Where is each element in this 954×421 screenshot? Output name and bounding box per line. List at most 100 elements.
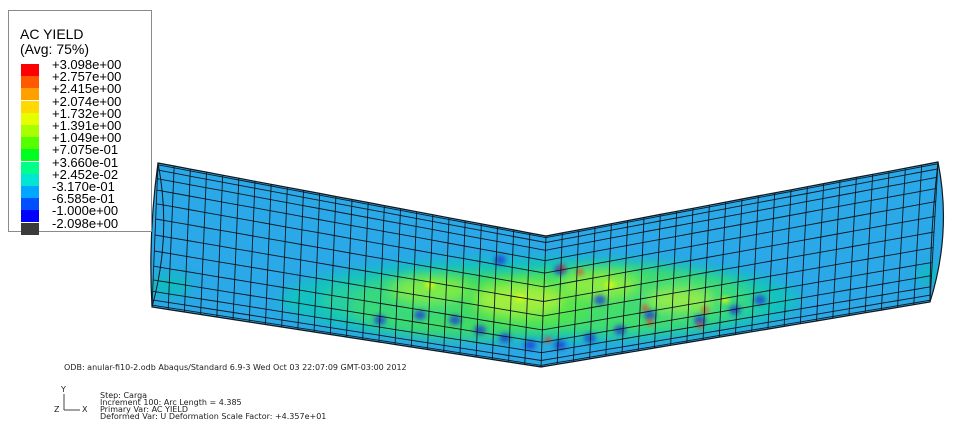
mesh-column-line <box>394 208 401 345</box>
triad-x-label: X <box>82 405 88 414</box>
mesh-column-line <box>621 220 629 354</box>
contour-patch <box>515 295 525 301</box>
increment-info-line: Increment 100: Arc Length = 4.385 <box>100 398 242 407</box>
mesh-column-line <box>362 202 369 340</box>
mesh-column-line <box>491 226 498 360</box>
contour-patch <box>554 340 566 350</box>
mesh-column-line <box>735 198 743 335</box>
pipe-right-end-edge <box>929 161 939 303</box>
contour-patch <box>697 322 703 328</box>
mesh-column-line <box>864 174 874 313</box>
legend-subtitle: (Avg: 75%) <box>20 41 89 57</box>
legend-swatch <box>21 76 39 89</box>
mesh-column-line <box>378 205 385 343</box>
step-info-line: Step: Carga <box>100 391 148 400</box>
mesh-column-line <box>897 168 906 308</box>
mesh-column-line <box>783 189 792 327</box>
legend-value-label: +1.049e+00 <box>52 130 122 146</box>
legend-value-label: -1.000e+00 <box>52 203 119 219</box>
mesh-column-line <box>572 229 580 362</box>
pipe-outline <box>150 161 945 368</box>
contour-patch <box>414 310 426 320</box>
contour-patch <box>644 287 716 313</box>
mesh-column-line <box>313 193 321 333</box>
mesh-column-line <box>183 169 191 313</box>
contour-patch <box>729 305 741 315</box>
mesh-column-line <box>767 192 776 330</box>
legend-swatch <box>21 100 39 113</box>
legend-swatch <box>21 88 39 101</box>
mesh-column-line <box>605 223 612 357</box>
triad-z-label: Z <box>54 405 60 414</box>
legend-swatch <box>21 64 39 76</box>
legend-value-label: +2.415e+00 <box>52 81 122 97</box>
pipe-left-end-edge <box>151 162 165 308</box>
coordinate-triad <box>63 394 80 411</box>
legend-swatch <box>21 112 39 125</box>
mesh-column-line <box>443 217 450 353</box>
mesh-column-line <box>508 229 515 363</box>
mesh-column-line <box>281 187 288 328</box>
mesh-column-line <box>297 190 304 330</box>
legend-value-label: +2.074e+00 <box>52 93 122 109</box>
deformed-var-line: Deformed Var: U Deformation Scale Factor… <box>100 412 327 421</box>
legend-value-label: -2.098e+00 <box>52 215 119 231</box>
legend-value-label: +7.075e-01 <box>52 142 119 158</box>
contour-patch <box>644 310 656 320</box>
mesh-column-line <box>232 178 240 320</box>
contour-patch <box>584 333 596 343</box>
contour-patch <box>605 282 615 288</box>
triad-y-label: Y <box>61 385 66 394</box>
legend-title: AC YIELD <box>20 26 84 42</box>
mesh-column-line <box>670 211 678 346</box>
contour-patch <box>594 295 606 305</box>
legend-value-label: +3.098e+00 <box>52 57 122 72</box>
legend-swatch <box>21 161 39 174</box>
mesh-column-line <box>200 172 207 315</box>
mesh-column-line <box>459 220 466 355</box>
legend-value-label: +3.660e-01 <box>52 154 119 170</box>
legend-swatch <box>21 173 39 186</box>
mesh-column-line <box>913 165 923 305</box>
legend-swatch <box>21 149 39 162</box>
contour-patch <box>449 315 461 325</box>
contour-patch <box>545 337 551 343</box>
element-grid <box>151 162 939 367</box>
legend-swatch <box>21 125 39 137</box>
mesh-column-line <box>832 180 841 319</box>
mesh-column-line <box>265 184 272 325</box>
mesh-column-line <box>637 217 645 351</box>
mesh-column-line <box>880 171 890 311</box>
mesh-column-line <box>410 211 418 348</box>
mesh-column-line <box>216 175 224 318</box>
mesh-column-line <box>751 195 759 332</box>
mesh-column-line <box>686 208 694 343</box>
contour-patch <box>702 307 708 313</box>
legend-value-label: +2.757e+00 <box>52 69 122 85</box>
contour-patch <box>474 325 486 335</box>
mesh-column-line <box>816 183 825 321</box>
mesh-column-line <box>475 223 482 358</box>
contour-legend: AC YIELD (Avg: 75%) +3.098e+00 +2.757e+00… <box>8 10 152 235</box>
contour-patch <box>494 255 506 265</box>
legend-swatch <box>21 210 39 223</box>
mesh-column-line <box>702 205 710 340</box>
mesh-column-line <box>329 196 337 335</box>
legend-swatch <box>21 186 39 198</box>
mesh-column-line <box>524 232 531 365</box>
mesh-column-line <box>248 181 256 323</box>
mesh-column-line <box>929 162 939 303</box>
mesh-column-line <box>151 162 159 308</box>
primary-var-line: Primary Var: AC YIELD <box>100 405 188 414</box>
legend-swatch <box>21 222 39 235</box>
mesh-column-line <box>799 186 808 324</box>
mesh-column-line <box>654 214 661 349</box>
legend-swatch <box>21 198 39 211</box>
contour-patch <box>560 271 640 299</box>
mesh-column-line <box>427 214 434 350</box>
mesh-column-line <box>848 177 857 316</box>
mesh-column-line <box>167 166 175 310</box>
legend-swatch <box>21 137 39 150</box>
